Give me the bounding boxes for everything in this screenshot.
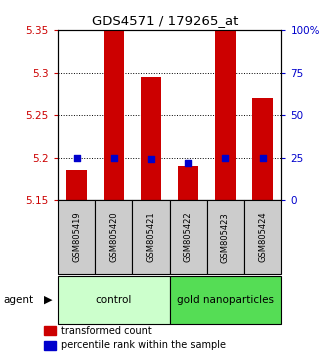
FancyBboxPatch shape: [169, 276, 281, 324]
Bar: [44, 341, 56, 350]
FancyBboxPatch shape: [95, 200, 132, 274]
Bar: [253, 98, 273, 200]
Text: GSM805423: GSM805423: [221, 212, 230, 263]
Text: GSM805424: GSM805424: [258, 212, 267, 263]
Bar: [104, 30, 124, 200]
Bar: [178, 166, 199, 200]
Point: [223, 155, 228, 160]
Text: agent: agent: [3, 295, 33, 305]
Point: [186, 161, 191, 166]
Point: [74, 155, 79, 160]
Text: ▶: ▶: [44, 295, 52, 305]
Text: GSM805421: GSM805421: [147, 212, 156, 263]
Text: GDS4571 / 179265_at: GDS4571 / 179265_at: [92, 14, 239, 27]
Text: transformed count: transformed count: [61, 326, 151, 336]
Text: gold nanoparticles: gold nanoparticles: [177, 295, 274, 305]
Text: GSM805422: GSM805422: [184, 212, 193, 263]
Bar: [141, 77, 161, 200]
Text: GSM805420: GSM805420: [109, 212, 118, 263]
FancyBboxPatch shape: [132, 200, 169, 274]
Bar: [215, 30, 236, 200]
Point: [111, 155, 117, 160]
FancyBboxPatch shape: [169, 200, 207, 274]
FancyBboxPatch shape: [58, 276, 169, 324]
Point: [260, 155, 265, 160]
Text: GSM805419: GSM805419: [72, 212, 81, 263]
Point: [148, 156, 154, 162]
FancyBboxPatch shape: [207, 200, 244, 274]
Bar: [66, 170, 87, 200]
Text: control: control: [96, 295, 132, 305]
FancyBboxPatch shape: [58, 200, 95, 274]
Bar: [44, 326, 56, 335]
Text: percentile rank within the sample: percentile rank within the sample: [61, 341, 225, 350]
FancyBboxPatch shape: [244, 200, 281, 274]
